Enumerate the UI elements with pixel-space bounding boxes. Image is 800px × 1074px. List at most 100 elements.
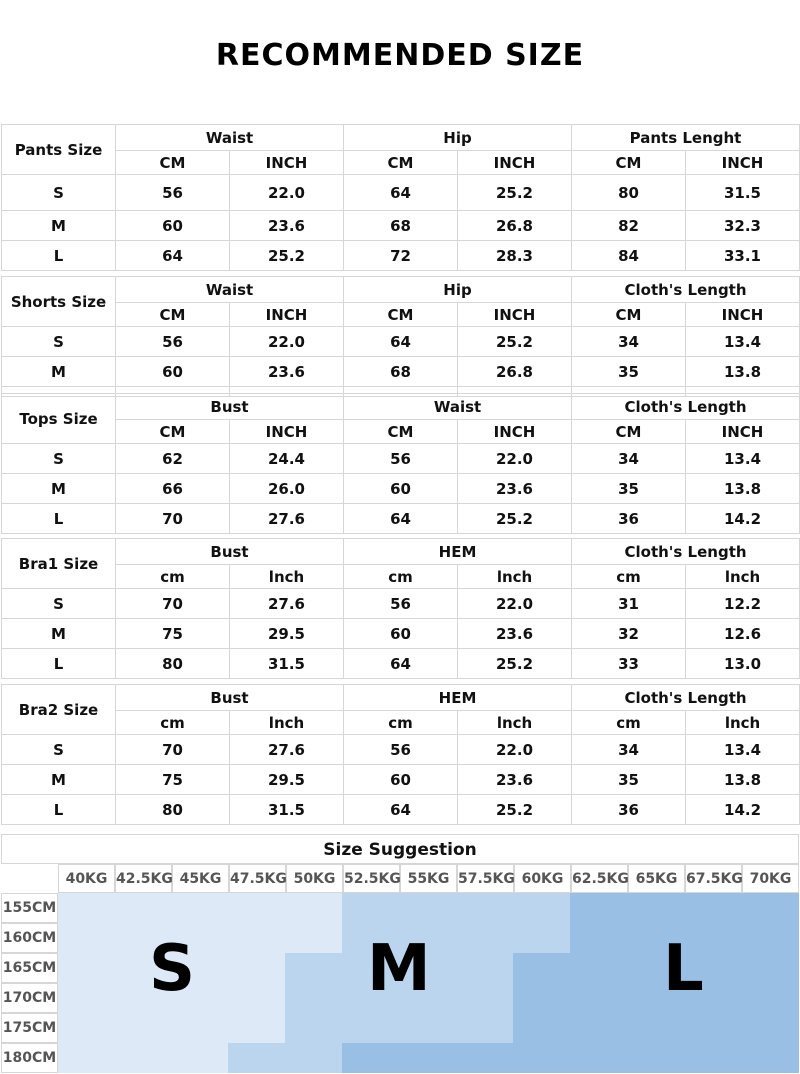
unit-header: cm — [571, 564, 687, 589]
measure-cell: 26.8 — [457, 356, 572, 387]
measure-cell: 22.0 — [457, 443, 572, 474]
group-header: Pants Lenght — [571, 124, 800, 151]
measure-cell: 29.5 — [229, 764, 344, 795]
measure-cell: 25.2 — [456, 648, 573, 679]
unit-header: lnch — [229, 710, 344, 735]
measure-cell: 56 — [115, 326, 230, 357]
size-cell: M — [1, 356, 116, 387]
group-header: Hip — [343, 124, 572, 151]
measure-cell: 64 — [343, 503, 458, 534]
measure-cell: 23.6 — [229, 210, 344, 241]
size-cell: S — [1, 588, 116, 619]
measure-cell: 64 — [343, 648, 458, 679]
measure-cell: 12.2 — [685, 588, 800, 619]
height-label: 155CM — [1, 893, 58, 923]
weight-label: 45KG — [172, 864, 229, 893]
measure-cell: 72 — [343, 240, 458, 271]
measure-cell: 25.2 — [457, 503, 572, 534]
unit-header: CM — [343, 419, 458, 444]
table-row: S 70 27.6 56 22.0 34 13.4 — [1, 734, 800, 765]
weight-label: 57.5KG — [457, 864, 515, 893]
measure-cell: 60 — [343, 473, 458, 504]
measure-cell: 22.0 — [229, 174, 344, 211]
size-cell: M — [1, 618, 116, 649]
measure-cell: 12.6 — [685, 618, 800, 649]
table-row: L 70 27.6 64 25.2 36 14.2 — [1, 503, 800, 534]
unit-header: INCH — [685, 150, 800, 175]
size-label: Bra2 Size — [1, 684, 116, 735]
weight-label: 65KG — [628, 864, 685, 893]
measure-cell: 27.6 — [229, 503, 344, 534]
measure-cell: 36 — [571, 503, 686, 534]
measure-cell: 56 — [343, 443, 458, 474]
measure-cell: 66 — [115, 473, 230, 504]
group-header: Bust — [115, 538, 344, 565]
unit-header: INCH — [229, 302, 344, 327]
unit-header: CM — [571, 150, 686, 175]
unit-header: cm — [343, 710, 458, 735]
table-row: M 75 29.5 60 23.6 35 13.8 — [1, 764, 800, 795]
size-zone — [342, 1043, 513, 1073]
measure-cell: 27.6 — [229, 734, 344, 765]
measure-cell: 70 — [115, 734, 230, 765]
group-header: Bust — [115, 684, 344, 711]
unit-header: CM — [571, 302, 686, 327]
height-label: 160CM — [1, 923, 58, 953]
unit-header: INCH — [457, 302, 572, 327]
unit-header: INCH — [457, 419, 572, 444]
table-row: L 80 31.5 64 25.2 36 14.2 — [1, 794, 800, 825]
measure-cell: 36 — [571, 794, 687, 825]
size-zone — [570, 893, 799, 1073]
measure-cell: 34 — [571, 734, 687, 765]
measure-cell: 14.2 — [684, 503, 800, 534]
measure-cell: 60 — [343, 764, 458, 795]
unit-header: CM — [343, 302, 458, 327]
measure-cell: 56 — [115, 174, 230, 211]
measure-cell: 22.0 — [456, 734, 573, 765]
group-header: Waist — [343, 393, 572, 420]
measure-cell: 22.0 — [456, 588, 573, 619]
unit-header: INCH — [229, 419, 344, 444]
measure-cell: 33.1 — [685, 240, 800, 271]
table-row: S 70 27.6 56 22.0 31 12.2 — [1, 588, 800, 619]
measure-cell: 75 — [115, 618, 230, 649]
measure-cell: 13.4 — [684, 326, 800, 357]
table-row: L 80 31.5 64 25.2 33 13.0 — [1, 648, 800, 679]
measure-cell: 25.2 — [457, 326, 572, 357]
page-title: RECOMMENDED SIZE — [215, 38, 585, 73]
measure-cell: 84 — [571, 240, 686, 271]
weight-label: 47.5KG — [229, 864, 287, 893]
group-header: HEM — [342, 684, 573, 711]
weight-label: 40KG — [58, 864, 115, 893]
measure-cell: 80 — [571, 174, 686, 211]
group-header: Hip — [343, 276, 572, 303]
measure-cell: 56 — [343, 734, 458, 765]
unit-header: cm — [343, 564, 458, 589]
measure-cell: 75 — [115, 764, 230, 795]
size-zone — [228, 1043, 285, 1073]
unit-header: INCH — [684, 302, 800, 327]
measure-cell: 13.8 — [684, 473, 800, 504]
measure-cell: 13.8 — [685, 764, 800, 795]
group-header: Cloth's Length — [570, 393, 800, 420]
measure-cell: 23.6 — [229, 356, 344, 387]
measure-cell: 27.6 — [229, 588, 344, 619]
unit-header: INCH — [684, 419, 800, 444]
size-cell: M — [1, 764, 116, 795]
measure-cell: 64 — [343, 174, 458, 211]
measure-cell: 31 — [571, 588, 687, 619]
measure-cell: 34 — [571, 443, 686, 474]
unit-header: CM — [571, 419, 686, 444]
measure-cell: 60 — [115, 356, 230, 387]
measure-cell: 35 — [571, 473, 686, 504]
measure-cell: 34 — [571, 326, 686, 357]
table-row: M 60 23.6 68 26.8 82 32.3 — [1, 210, 800, 241]
group-header: Cloth's Length — [571, 538, 800, 565]
measure-cell: 26.0 — [229, 473, 344, 504]
size-cell: S — [1, 734, 116, 765]
unit-header: cm — [571, 710, 687, 735]
group-header: Waist — [115, 276, 344, 303]
measure-cell: 23.6 — [456, 764, 573, 795]
tops-size-table: Tops Size Bust Waist Cloth's Length CM INCH CM… — [1, 393, 800, 534]
size-letter-m: M — [367, 932, 431, 1006]
